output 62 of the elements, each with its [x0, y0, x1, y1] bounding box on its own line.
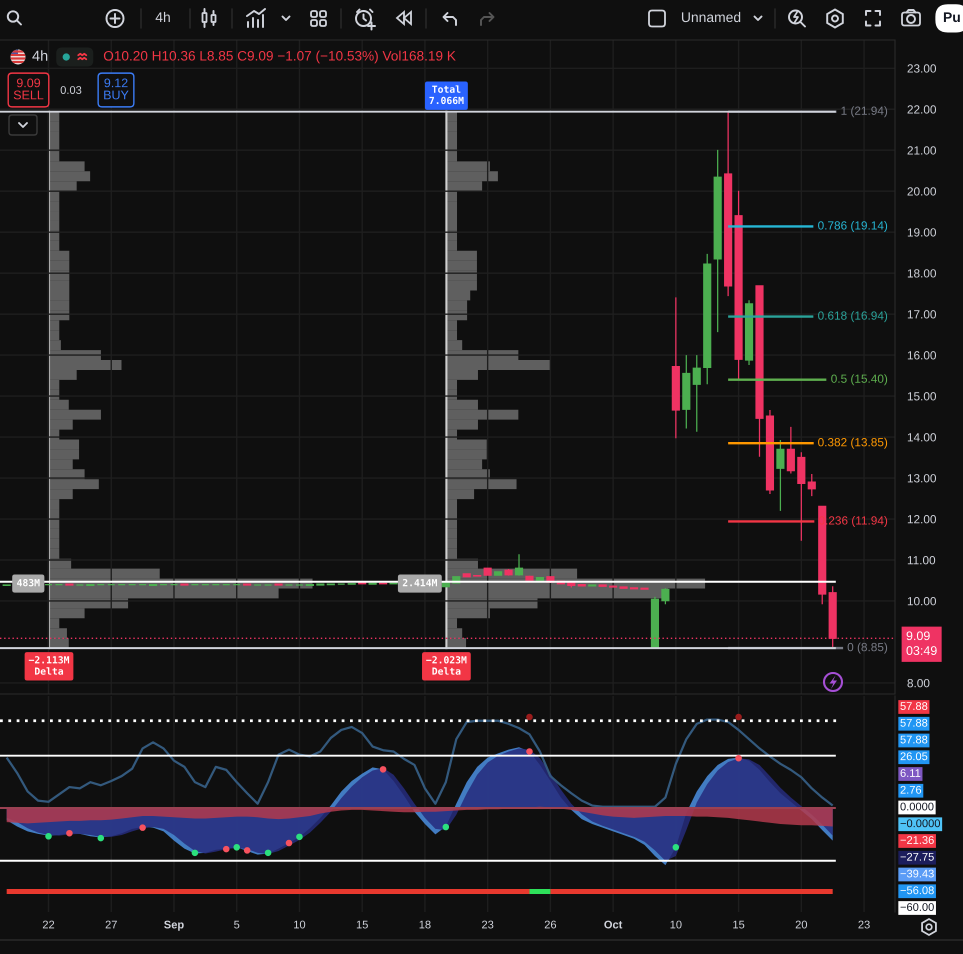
- y-tick-label: 10.00: [908, 597, 936, 606]
- text: 57.88: [900, 736, 928, 744]
- x-tick-label: 10: [670, 920, 682, 928]
- annotation: 9.12 BUY: [104, 78, 129, 100]
- text: −21.36: [900, 836, 934, 844]
- annotation: −2.023M Delta: [426, 656, 466, 675]
- y-tick-label: 11.00: [908, 556, 936, 564]
- x-tick-label: Sep: [164, 920, 184, 931]
- x-tick-label: Oct: [604, 920, 622, 928]
- annotation: 2.414M: [402, 579, 437, 586]
- x-tick-label: 26: [544, 920, 556, 928]
- y-tick-label: 23.00: [908, 64, 936, 73]
- y-tick-label: 21.00: [908, 146, 936, 155]
- annotation: 483M: [17, 579, 40, 586]
- text: Pu: [944, 12, 960, 22]
- x-tick-label: 15: [733, 920, 744, 928]
- text: −27.75: [900, 852, 934, 861]
- x-tick-label: 10: [294, 920, 306, 928]
- annotation: 0.03: [60, 86, 82, 94]
- text: 2.76: [900, 786, 922, 794]
- y-tick-label: 14.00: [908, 433, 936, 442]
- text: 57.88: [900, 702, 928, 710]
- x-tick-label: 23: [482, 920, 494, 928]
- y-tick-label: 8.00: [907, 678, 930, 688]
- text: 26.05: [900, 752, 928, 760]
- x-tick-label: 22: [42, 920, 54, 928]
- ref-line-label: 0.5 (15.40): [831, 374, 888, 386]
- x-tick-label: 20: [796, 920, 808, 928]
- text: −0.0000: [900, 819, 940, 828]
- x-tick-label: 18: [420, 920, 431, 928]
- text: Unnamed: [682, 12, 740, 22]
- ref-line-label: 0 (8.85): [848, 642, 888, 654]
- text: 4h: [32, 50, 48, 61]
- chart-title: Total 7.066M: [429, 85, 464, 104]
- text: 4h: [156, 12, 170, 22]
- text: 6.11: [900, 769, 920, 777]
- x-tick-label: 27: [106, 920, 117, 928]
- y-tick-label: 20.00: [908, 187, 936, 196]
- y-tick-label: 22.00: [908, 105, 936, 114]
- y-tick-label: 17.00: [908, 310, 936, 319]
- text: O10.20 H10.36 L8.85 C9.09 −1.07 (−10.53%) Vol168.19 K: [104, 50, 456, 64]
- x-tick-label: 5: [234, 920, 240, 928]
- text: −56.08: [900, 886, 934, 894]
- text: 9.09 03:49: [906, 631, 937, 656]
- x-tick-label: 23: [858, 920, 870, 928]
- y-tick-label: 16.00: [908, 351, 936, 360]
- ref-line-label: 0.382 (13.85): [818, 438, 888, 449]
- ref-line-label: 0.786 (19.14): [818, 220, 888, 232]
- y-tick-label: 18.00: [908, 269, 936, 278]
- text: 0.0000: [900, 802, 934, 810]
- y-tick-label: 12.00: [908, 515, 936, 524]
- ref-line-label: 1 (21.94): [841, 106, 888, 118]
- text: −60.00: [900, 903, 934, 911]
- annotation: −2.113M Delta: [28, 656, 70, 675]
- text: −39.43: [900, 870, 934, 878]
- y-tick-label: 15.00: [908, 392, 936, 400]
- ref-line-label: 0.618 (16.94): [818, 311, 888, 322]
- x-tick-label: 15: [356, 920, 368, 928]
- annotation: 9.09 SELL: [14, 78, 44, 100]
- y-tick-label: 13.00: [908, 474, 936, 482]
- text: 57.88: [900, 718, 928, 727]
- y-tick-label: 19.00: [908, 228, 936, 237]
